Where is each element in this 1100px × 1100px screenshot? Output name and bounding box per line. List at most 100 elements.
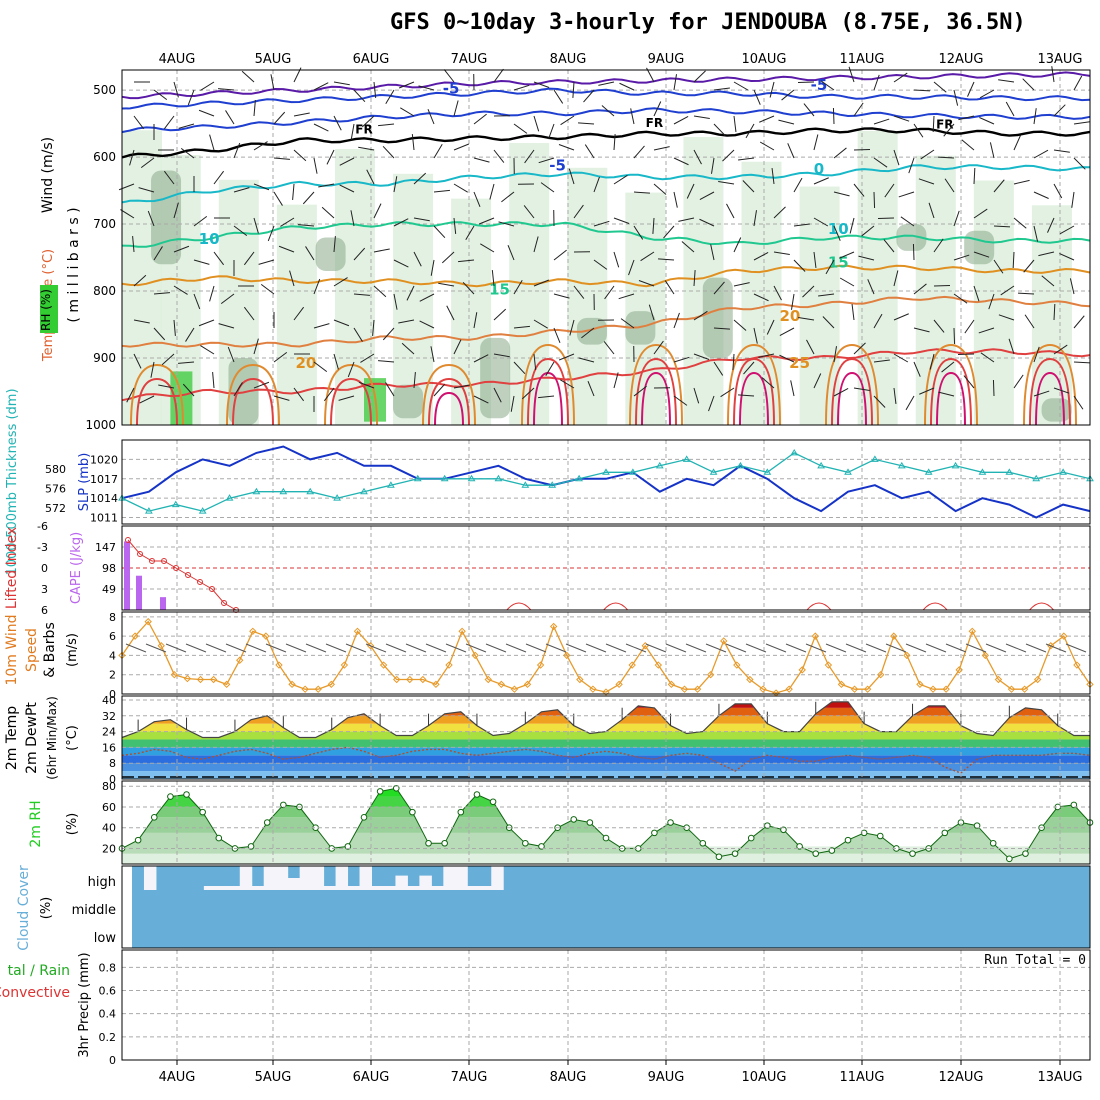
slp-line	[121, 445, 1091, 519]
rh-marker	[828, 847, 836, 854]
pressure-tick-label: 600	[93, 150, 116, 164]
wind-speed-marker	[497, 680, 506, 689]
wind-barb	[373, 81, 377, 98]
wind-barb	[560, 115, 575, 126]
wind-barb	[333, 81, 350, 86]
wind-barb	[761, 377, 775, 389]
wind-barb	[233, 187, 250, 193]
wind-barb	[919, 387, 935, 395]
wind-barb	[427, 108, 435, 125]
wind-barb	[353, 293, 370, 296]
wind-barb	[664, 280, 675, 295]
wind-speed-marker	[890, 632, 898, 640]
wind-speed-marker	[445, 661, 453, 669]
rh-shade-dark	[702, 277, 733, 359]
high-cloud-bar	[263, 866, 277, 890]
surface-wind-barb	[485, 643, 507, 653]
contour-label: FR	[646, 116, 663, 130]
wind-barb	[713, 123, 726, 136]
high-cloud-bar	[311, 866, 325, 890]
surface-wind-barb	[245, 643, 267, 653]
cloud-level-label: middle	[72, 903, 116, 918]
temp-axis-label-3: (6hr Min/Max)	[45, 696, 59, 780]
wind-barb	[385, 382, 395, 397]
wind-barb	[773, 251, 790, 255]
wind-barb	[138, 187, 155, 193]
wind-barb	[1033, 225, 1039, 242]
wind-speed-marker	[549, 622, 558, 631]
surface-wind-barb	[405, 643, 427, 653]
cape-bar	[124, 541, 130, 610]
precip-tick-label: 0.8	[99, 961, 117, 974]
wind-speed-marker	[209, 675, 218, 684]
surface-heat-contour	[533, 371, 563, 426]
surface-heat-contour	[1029, 357, 1071, 426]
wind-barb	[619, 82, 635, 91]
cape-axis-label: CAPE (J/kg)	[69, 532, 84, 604]
isotherm-line	[121, 221, 1091, 248]
wind-speed-marker	[288, 680, 296, 689]
wind-speed-marker	[981, 651, 990, 660]
cloud-level-label: high	[88, 875, 116, 890]
contour-label: -5	[811, 76, 828, 94]
wind-barb	[1053, 387, 1070, 394]
wind-speed-marker	[353, 627, 362, 636]
wind-barb	[353, 327, 363, 342]
wind-barb	[523, 205, 535, 219]
wind-barb	[513, 280, 523, 295]
slp-frame	[121, 439, 1091, 525]
temperature-band	[122, 771, 1090, 779]
rh-marker	[796, 843, 803, 850]
wind-barb	[333, 353, 339, 370]
high-cloud-bar	[335, 866, 349, 890]
wind-barb	[630, 108, 635, 125]
surface-heat-contour	[727, 343, 781, 426]
top-date-label: 11AUG	[839, 52, 884, 67]
lifted-index-tick: -6	[37, 520, 48, 533]
wind-barb	[120, 209, 135, 219]
rh-marker	[812, 850, 820, 857]
rh-shade-dark	[964, 230, 995, 265]
wind-barb	[473, 191, 481, 208]
wind-barb	[540, 182, 555, 193]
wind-barb	[913, 361, 921, 377]
wind-barb	[993, 259, 1004, 274]
wind-barb	[473, 354, 489, 363]
contour-label: FR	[355, 123, 372, 137]
wind-barb	[618, 293, 635, 300]
wind-barb	[150, 361, 155, 378]
wind-barb	[779, 354, 795, 363]
surface-heat-contour	[733, 357, 775, 426]
thickness-marker	[682, 455, 691, 462]
rh-marker	[909, 850, 916, 857]
wind-barb	[433, 144, 443, 159]
wind-barb	[913, 283, 927, 295]
contour-label: 15	[489, 280, 510, 298]
wind-barb	[733, 81, 749, 91]
wind-barb	[273, 351, 288, 363]
wind-barb	[1033, 390, 1050, 397]
lifted-index-marker	[161, 558, 167, 564]
wind-speed-marker	[916, 680, 924, 689]
wind-barb	[1013, 179, 1030, 185]
wind-barb	[313, 123, 329, 132]
wind-barb	[710, 244, 715, 261]
wind-barb	[941, 361, 955, 373]
wind-speed-marker	[406, 675, 414, 684]
wind-barb	[912, 243, 915, 261]
rh-frame	[121, 780, 1091, 865]
wind-barb	[798, 317, 815, 321]
wind-tick-label: 0	[109, 688, 116, 701]
wind-barb	[913, 327, 930, 333]
wind-barb	[1073, 395, 1084, 410]
temp-tick-label: 8	[109, 757, 116, 770]
wind-barb	[753, 210, 757, 227]
wind-barb	[253, 338, 259, 355]
wind-barb	[873, 313, 883, 329]
wind-barb	[507, 244, 515, 261]
wind-barb	[360, 353, 375, 363]
wind-barb	[900, 216, 915, 227]
surface-wind-barb	[205, 643, 227, 653]
temp-tick-label: 32	[102, 710, 116, 723]
wind-barb	[480, 243, 495, 253]
